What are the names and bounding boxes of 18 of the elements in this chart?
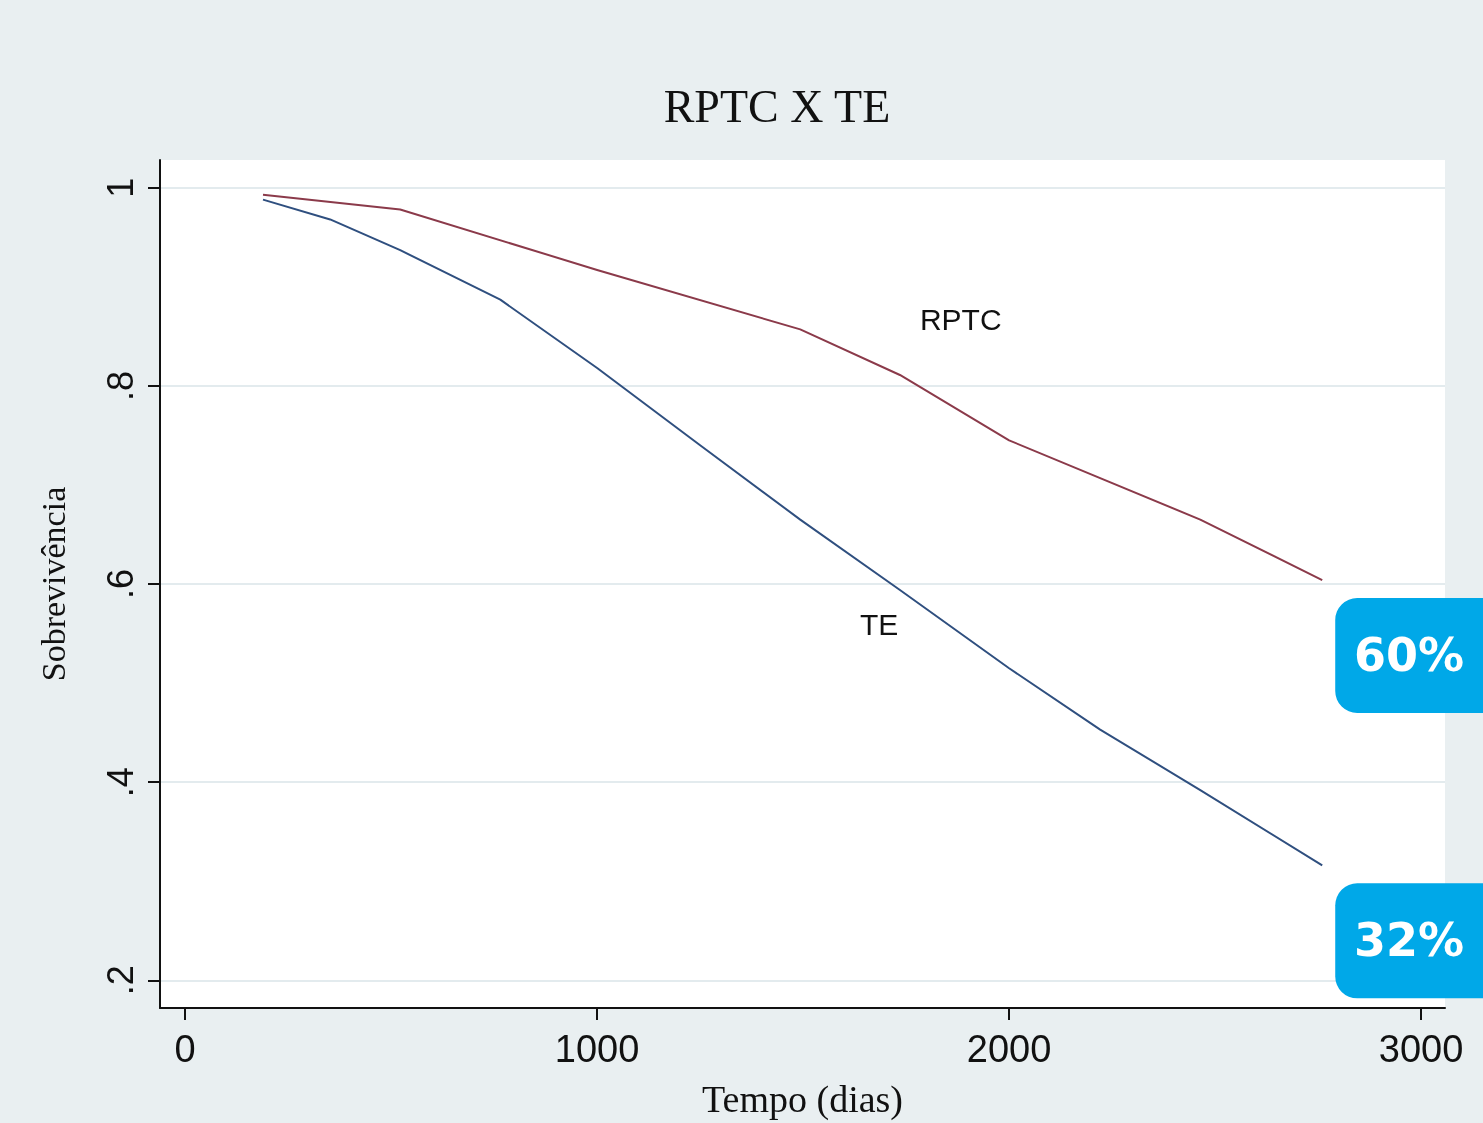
chart-title: RPTC X TE bbox=[663, 80, 891, 132]
series-label: RPTC bbox=[919, 303, 1002, 337]
annotation: 60% bbox=[1354, 628, 1465, 683]
y-tick-label: .8 bbox=[99, 370, 141, 401]
x-tick-label: 2000 bbox=[966, 1028, 1052, 1070]
y-tick-label: 1 bbox=[99, 177, 141, 198]
y-axis-title: Sobrevivência bbox=[34, 486, 72, 682]
y-tick-label: .2 bbox=[99, 965, 141, 996]
x-tick-label: 0 bbox=[174, 1028, 196, 1070]
y-tick-label: .4 bbox=[99, 767, 141, 798]
x-tick-label: 3000 bbox=[1378, 1028, 1464, 1070]
series-label: TE bbox=[859, 608, 899, 642]
annotation: 32% bbox=[1354, 913, 1465, 968]
x-axis-title: Tempo (dias) bbox=[701, 1078, 904, 1121]
x-tick-label: 1000 bbox=[554, 1028, 640, 1070]
line-series bbox=[262, 198, 1324, 867]
line-series bbox=[262, 193, 1324, 582]
y-tick-label: .6 bbox=[99, 568, 141, 600]
